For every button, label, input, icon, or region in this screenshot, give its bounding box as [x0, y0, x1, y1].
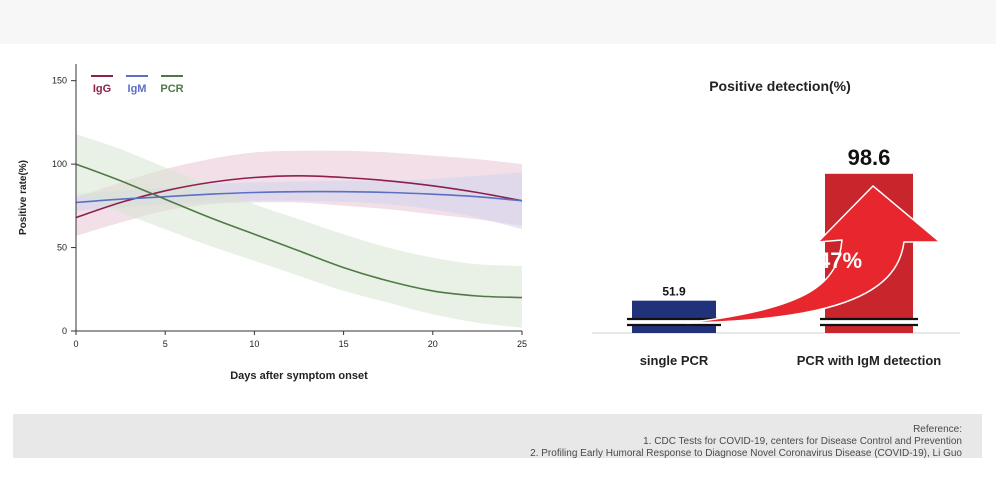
x-axis-label: Days after symptom onset	[230, 370, 368, 382]
top-band	[0, 0, 996, 44]
x-tick-label: 20	[428, 339, 438, 349]
series-line-igm	[75, 190, 523, 204]
x-tick-label: 10	[249, 339, 259, 349]
x-tick-label: 15	[339, 339, 349, 349]
reference-heading: Reference:	[913, 424, 962, 435]
confidence-band-pcr	[76, 134, 522, 328]
reference-box: Reference: 1. CDC Tests for COVID-19, ce…	[13, 414, 982, 459]
legend-label-igg: IgG	[93, 83, 111, 95]
y-tick-label: 50	[57, 243, 67, 253]
chart-title: Positive detection(%)	[709, 78, 851, 94]
y-axis-label: Positive rate(%)	[18, 160, 29, 235]
x-tick-label: 25	[517, 339, 527, 349]
y-tick-label: 150	[52, 76, 67, 86]
legend-label-igm: IgM	[128, 83, 147, 95]
growth-arrow	[685, 185, 941, 324]
reference-item-2: 2. Profiling Early Humoral Response to D…	[530, 448, 962, 459]
category-label: PCR with IgM detection	[797, 353, 942, 368]
growth-percent-label: 47%	[818, 248, 862, 273]
line-chart-positive-rate: 0 5 10 15 20 25 0 50 100 150 Days after symptom on…	[0, 52, 560, 397]
reference-item-1: 1. CDC Tests for COVID-19, centers for D…	[643, 436, 962, 447]
x-tick-label: 5	[163, 339, 168, 349]
series-line-pcr	[75, 163, 523, 299]
bar-value-label: 98.6	[848, 145, 891, 170]
category-label: single PCR	[640, 353, 709, 368]
legend-label-pcr: PCR	[160, 83, 183, 95]
x-tick-label: 0	[73, 339, 78, 349]
axis-break-gap	[627, 319, 721, 325]
axis-break-gap	[820, 319, 918, 325]
y-tick-label: 0	[62, 326, 67, 336]
y-tick-label: 100	[52, 159, 67, 169]
bar-single-pcr	[632, 300, 716, 333]
bar-chart-positive-detection: Positive detection(%) 47% 51.9 98.6 single P…	[580, 52, 980, 397]
bar-value-label: 51.9	[662, 285, 686, 299]
